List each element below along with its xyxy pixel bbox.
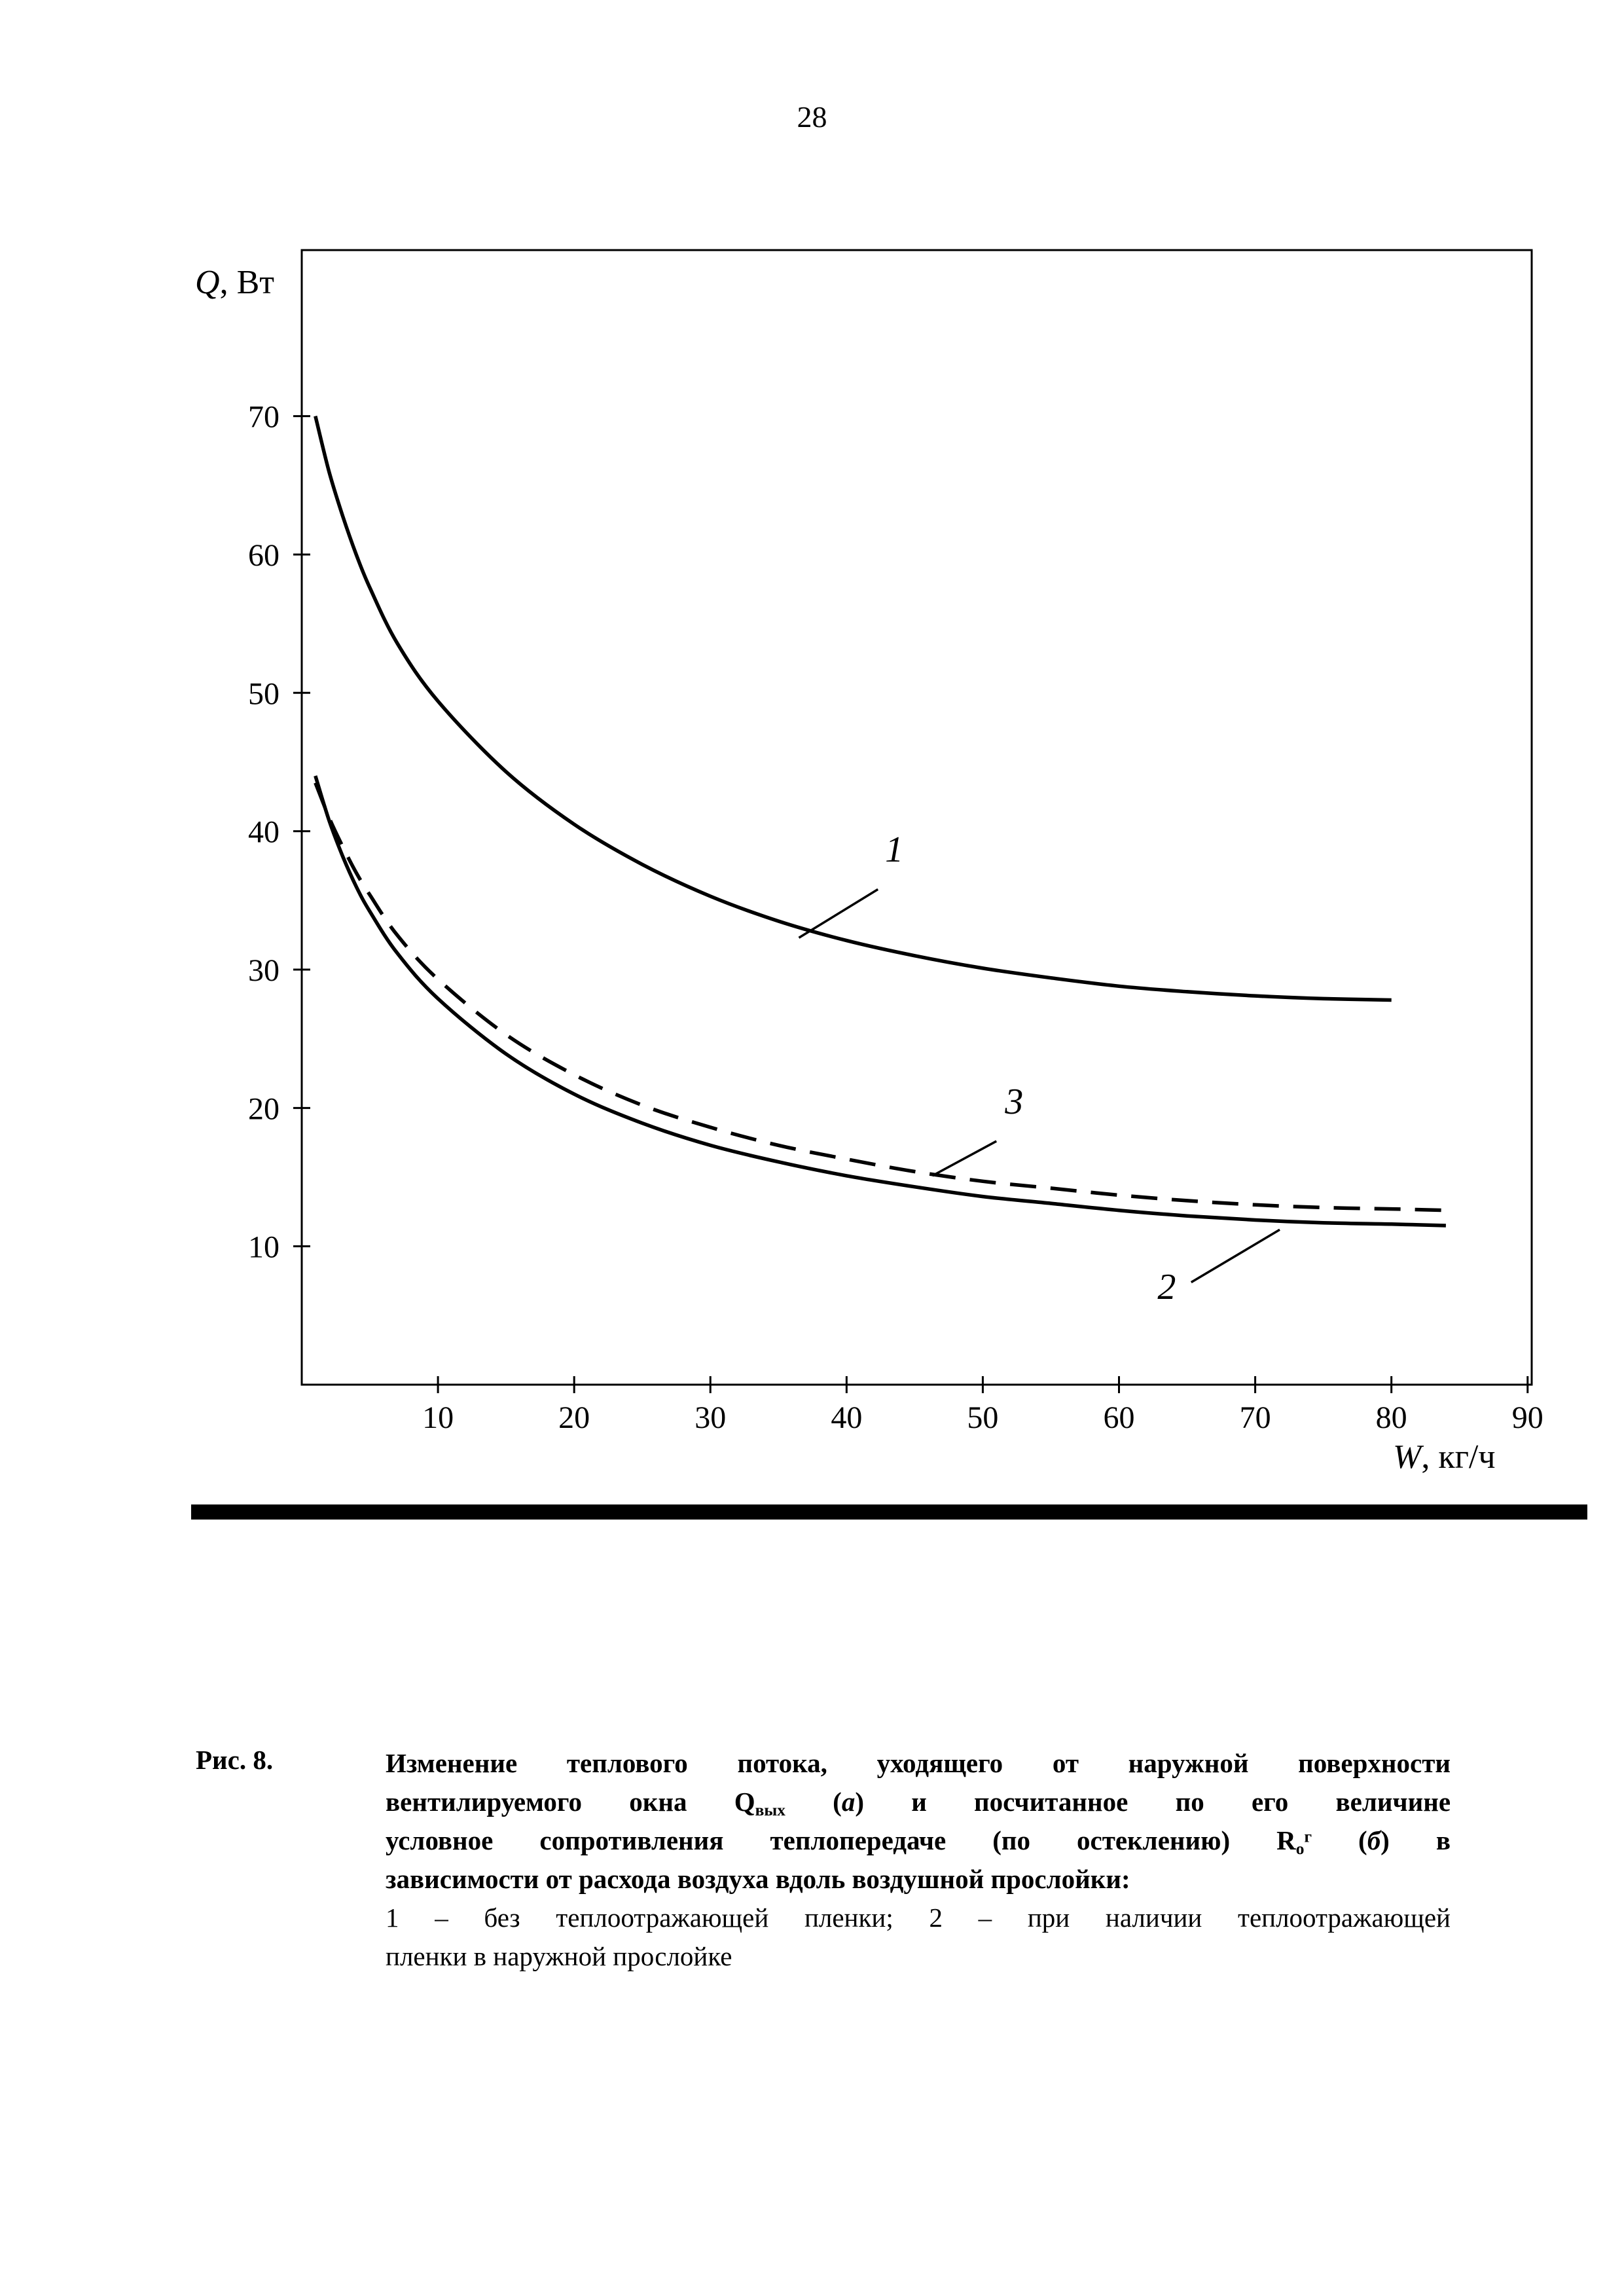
caption-body-line: зависимости от расхода воздуха вдоль воз… xyxy=(386,1864,1130,1894)
x-tick-label: 20 xyxy=(558,1400,590,1435)
y-tick-label: 30 xyxy=(248,953,280,988)
leader-line-1 xyxy=(798,888,879,939)
x-tick-label: 70 xyxy=(1240,1400,1271,1435)
y-tick-label: 50 xyxy=(248,676,280,711)
curve-3 xyxy=(314,782,1446,1212)
caption-body-line: условное сопротивления теплопередаче (по… xyxy=(386,1825,1451,1859)
curve-1 xyxy=(314,415,1392,1002)
y-tick-label: 40 xyxy=(248,815,280,850)
x-tick-label: 30 xyxy=(695,1400,726,1435)
caption-note: 1 – без теплоотражающей пленки; 2 – при … xyxy=(386,1899,1451,1976)
curve-label-3: 3 xyxy=(1004,1082,1023,1122)
caption-body: Изменение теплового потока, уходящего от… xyxy=(386,1744,1451,1899)
x-tick-label: 10 xyxy=(422,1400,454,1435)
x-tick-label: 50 xyxy=(967,1400,998,1435)
leader-line-3 xyxy=(931,1140,998,1177)
page-number: 28 xyxy=(797,100,827,134)
y-tick-label: 20 xyxy=(248,1091,280,1126)
x-tick-label: 60 xyxy=(1104,1400,1135,1435)
figure-caption-label: Рис. 8. xyxy=(196,1745,274,1775)
x-tick-label: 40 xyxy=(831,1400,862,1435)
y-axis-title: Q, Вт xyxy=(195,264,274,301)
figure-caption-text: Изменение теплового потока, уходящего от… xyxy=(386,1744,1451,1976)
x-tick-label: 80 xyxy=(1376,1400,1407,1435)
y-tick-label: 70 xyxy=(248,400,280,435)
caption-body-line: вентилируемого окна Qвых (а) и посчитанн… xyxy=(386,1787,1451,1820)
caption-note-line: 1 – без теплоотражающей пленки; 2 – при … xyxy=(386,1903,1451,1933)
curve-label-1: 1 xyxy=(885,829,903,870)
section-divider-bar xyxy=(191,1504,1587,1520)
curve-label-2: 2 xyxy=(1157,1267,1176,1307)
y-tick-label: 10 xyxy=(248,1230,280,1265)
leader-line-2 xyxy=(1190,1228,1280,1284)
x-tick-label: 90 xyxy=(1512,1400,1543,1435)
figure-chart: 10 20 30 40 50 60 70 80 90 10 20 30 40 50 60 70 1 3 2 xyxy=(248,249,1543,1435)
caption-note-line: пленки в наружной прослойке xyxy=(386,1941,732,1971)
x-axis-title: W, кг/ч xyxy=(1393,1438,1496,1476)
curve-2 xyxy=(314,775,1446,1228)
caption-body-line: Изменение теплового потока, уходящего от… xyxy=(386,1748,1451,1778)
y-tick-label: 60 xyxy=(248,538,280,573)
plot-frame xyxy=(300,249,1533,1386)
